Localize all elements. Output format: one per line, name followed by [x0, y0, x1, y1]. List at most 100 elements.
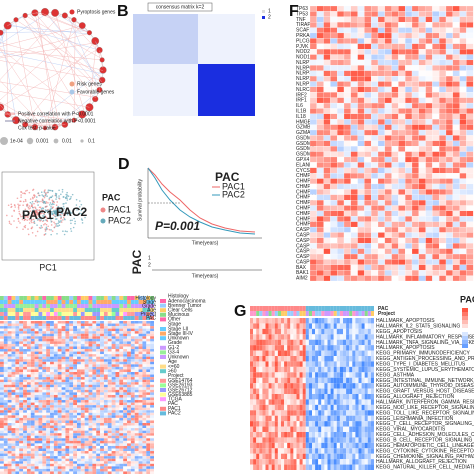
heat-cell — [357, 113, 365, 120]
heat-cell — [84, 397, 89, 401]
heat-cell — [115, 438, 120, 441]
heat-cell — [30, 374, 35, 378]
heat-cell — [15, 405, 20, 408]
heat-cell — [38, 389, 43, 393]
heat-cell — [53, 326, 58, 329]
heat-cell — [77, 425, 81, 429]
heat-cell — [138, 430, 143, 434]
heat-cell — [119, 463, 124, 467]
heat-cell — [34, 397, 39, 401]
heat-cell — [7, 412, 12, 416]
heat-cell — [26, 374, 31, 378]
panel-title: consensus matrix k=2 — [156, 4, 205, 10]
heat-cell — [15, 456, 20, 459]
heat-cell — [92, 438, 97, 441]
track-cell — [352, 311, 356, 316]
heat-cell — [323, 43, 331, 50]
heat-cell — [80, 400, 85, 403]
track-cell — [57, 312, 62, 316]
heat-cell — [115, 423, 120, 426]
heat-cell — [38, 405, 43, 408]
heat-cell — [405, 226, 413, 233]
heat-cell — [65, 448, 70, 452]
legend-swatch — [160, 406, 166, 411]
heat-cell — [377, 156, 385, 163]
heat-cell — [391, 162, 399, 168]
heat-cell — [119, 384, 124, 388]
heat-cell — [343, 216, 351, 222]
heat-cell — [34, 417, 39, 421]
heat-cell — [425, 221, 433, 228]
heat-cell — [150, 323, 154, 327]
heat-cell — [277, 339, 281, 346]
track-cell — [367, 306, 371, 311]
heat-cell — [425, 253, 433, 260]
heat-cell — [84, 377, 89, 380]
heat-cell — [103, 323, 108, 327]
point — [31, 204, 33, 206]
point — [43, 233, 46, 236]
heat-cell — [11, 331, 16, 334]
heat-cell — [411, 70, 419, 77]
track-cell — [299, 306, 303, 311]
heat-cell — [88, 428, 93, 431]
heat-cell — [293, 339, 297, 346]
point — [47, 202, 49, 204]
heat-cell — [84, 410, 89, 413]
heat-cell — [11, 356, 16, 360]
heat-cell — [65, 463, 70, 467]
track-cell — [69, 304, 74, 308]
heat-cell — [96, 341, 101, 344]
heat-cell — [432, 108, 440, 114]
heat-cell — [53, 440, 58, 444]
point — [43, 196, 46, 199]
track-cell — [100, 312, 104, 316]
heat-cell — [115, 402, 120, 406]
heat-cell — [405, 97, 413, 104]
point — [43, 202, 45, 204]
point — [50, 233, 52, 236]
heat-cell — [357, 32, 365, 39]
track-cell — [46, 300, 51, 304]
heat-cell — [130, 417, 135, 421]
heat-cell — [100, 448, 104, 452]
heat-cell — [100, 364, 104, 367]
heat-cell — [391, 194, 399, 201]
heat-cell — [350, 210, 358, 217]
heat-cell — [312, 339, 316, 346]
heat-cell — [452, 49, 460, 55]
heat-cell — [61, 351, 66, 355]
heat-cell — [418, 259, 426, 265]
heat-cell — [466, 5, 474, 12]
heat-cell — [80, 374, 85, 378]
track-cell — [262, 311, 266, 316]
heat-cell — [123, 435, 128, 439]
heat-cell — [30, 420, 35, 423]
heat-cell — [3, 379, 8, 383]
heat-cell — [42, 400, 47, 403]
heat-cell — [398, 264, 406, 271]
heat-cell — [69, 448, 74, 452]
track-cell — [370, 306, 374, 311]
heat-cell — [439, 43, 447, 50]
heat-cell — [330, 119, 338, 125]
heat-cell — [119, 451, 124, 454]
track-cell — [127, 300, 131, 304]
heat-cell — [142, 389, 147, 393]
heat-cell — [271, 334, 275, 340]
heat-cell — [370, 350, 374, 356]
heat-cell — [73, 338, 77, 342]
heat-cell — [432, 32, 440, 39]
node — [13, 17, 19, 23]
edge — [0, 14, 62, 80]
heat-cell — [3, 389, 8, 393]
heat-cell — [411, 237, 419, 244]
heat-cell — [73, 448, 77, 452]
heat-cell — [466, 270, 474, 276]
track-cell — [134, 308, 139, 312]
heat-cell — [42, 440, 47, 444]
heat-cell — [46, 392, 51, 395]
heat-cell — [65, 333, 70, 337]
heat-cell — [384, 49, 392, 55]
heat-cell — [138, 346, 143, 350]
